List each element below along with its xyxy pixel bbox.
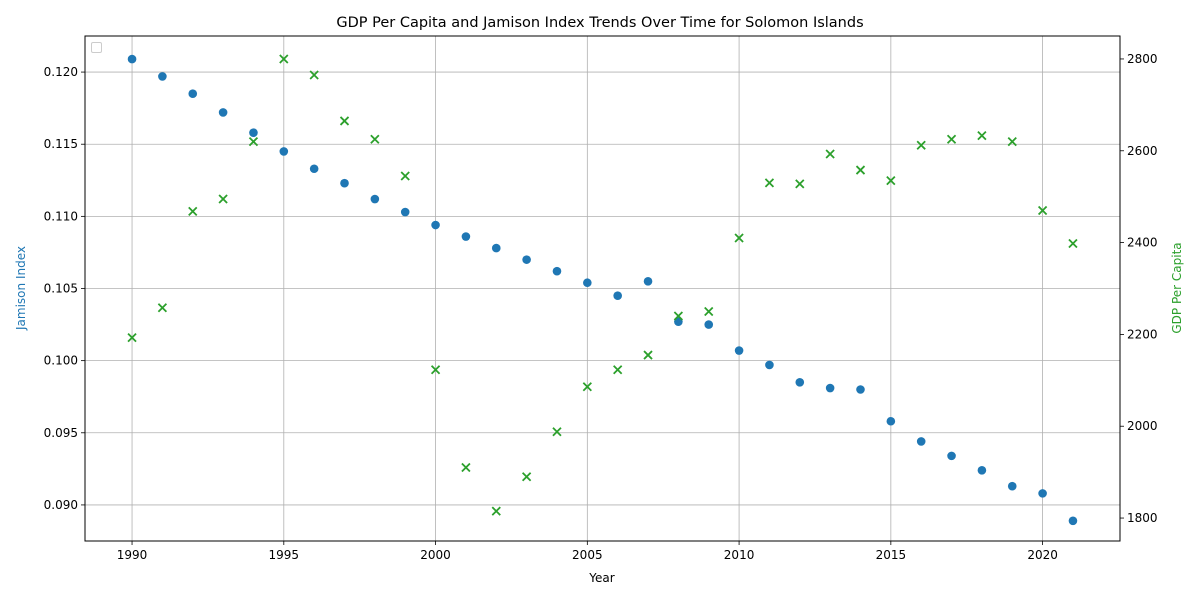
x-tick-label: 2000 [420, 548, 451, 562]
data-points [127, 54, 1078, 526]
chart-title: GDP Per Capita and Jamison Index Trends … [336, 15, 863, 31]
x-tick-label: 2005 [572, 548, 603, 562]
jamison-point [947, 451, 956, 461]
jamison-point [218, 108, 228, 117]
jamison-point [674, 317, 683, 326]
y-left-tick-label: 0.095 [44, 426, 78, 440]
gdp-point [855, 165, 866, 175]
x-tick-label: 1995 [269, 548, 300, 562]
jamison-point [127, 54, 137, 64]
y-right-tick-label: 2400 [1127, 236, 1158, 250]
y-left-tick-label: 0.105 [44, 282, 78, 296]
jamison-point [158, 72, 167, 81]
gdp-point [248, 136, 259, 147]
y-left-tick-label: 0.110 [44, 209, 78, 223]
gdp-point [430, 365, 441, 375]
jamison-point [431, 220, 440, 230]
gdp-point [157, 303, 168, 313]
gdp-point [582, 382, 592, 392]
jamison-point [340, 178, 349, 188]
gdp-point [339, 116, 350, 126]
jamison-point [1007, 481, 1017, 491]
y-left-tick-label: 0.090 [44, 498, 78, 512]
gdp-point [673, 311, 684, 321]
gdp-point [734, 233, 744, 243]
jamison-point [977, 466, 987, 475]
jamison-point [795, 377, 805, 387]
gdp-point [886, 175, 896, 186]
jamison-point [279, 147, 289, 156]
y-left-tick-label: 0.120 [44, 65, 78, 79]
gdp-point [552, 427, 562, 437]
jamison-point [400, 207, 410, 217]
y-axis-right-title: GDP Per Capita [1170, 242, 1184, 333]
gdp-point [1068, 238, 1078, 249]
gdp-point [916, 140, 926, 150]
jamison-point [886, 416, 896, 426]
gdp-point [764, 178, 775, 188]
y-axis-right: 1800 2000 2200 2400 2600 2800 [1120, 52, 1158, 525]
x-tick-label: 1990 [117, 548, 148, 562]
gdp-point [370, 134, 380, 144]
x-axis: 1990 1995 2000 2005 2010 2015 2020 [117, 541, 1058, 562]
gdp-point [491, 506, 501, 516]
grid-lines [85, 36, 1120, 541]
gdp-point [1007, 136, 1017, 147]
jamison-point [522, 255, 531, 264]
jamison-point [309, 164, 319, 174]
gdp-point [218, 194, 228, 204]
legend-box [91, 42, 102, 53]
jamison-point [613, 291, 622, 301]
y-axis-left: 0.090 0.095 0.100 0.105 0.110 0.115 0.120 [44, 65, 85, 512]
jamison-point [1038, 489, 1047, 498]
jamison-point [461, 232, 471, 241]
y-left-tick-label: 0.100 [44, 354, 78, 368]
gdp-point [188, 206, 198, 217]
x-axis-title: Year [588, 571, 614, 585]
y-left-tick-label: 0.115 [44, 137, 78, 151]
jamison-point [188, 89, 198, 99]
jamison-point [643, 276, 653, 286]
gdp-point [825, 149, 835, 159]
x-tick-label: 2015 [876, 548, 907, 562]
y-right-tick-label: 2800 [1127, 52, 1158, 66]
y-right-tick-label: 2600 [1127, 144, 1158, 158]
gdp-point [521, 472, 532, 482]
jamison-point [491, 243, 501, 253]
gdp-point [279, 54, 289, 64]
gdp-point [704, 306, 714, 317]
y-axis-left-title: Jamison Index [14, 246, 28, 331]
jamison-point [583, 278, 592, 288]
jamison-point [1068, 516, 1078, 526]
gdp-point [1037, 205, 1048, 216]
gdp-point [946, 134, 957, 144]
y-right-tick-label: 2200 [1127, 327, 1158, 341]
gdp-point [977, 130, 987, 141]
jamison-point [249, 128, 258, 137]
gdp-point [613, 365, 623, 375]
jamison-point [552, 266, 562, 276]
x-tick-label: 2010 [724, 548, 755, 562]
gdp-point [461, 462, 471, 473]
x-tick-label: 2020 [1027, 548, 1058, 562]
gdp-point [795, 179, 805, 189]
y-right-tick-label: 1800 [1127, 511, 1158, 525]
y-right-tick-label: 2000 [1127, 419, 1158, 433]
jamison-point [370, 194, 380, 204]
gdp-point [643, 350, 653, 360]
gdp-point [309, 70, 319, 80]
gdp-point [400, 171, 410, 181]
jamison-point [765, 360, 774, 370]
jamison-point [734, 346, 744, 355]
gdp-point [127, 332, 137, 343]
jamison-point [825, 383, 835, 393]
jamison-point [856, 385, 865, 394]
jamison-point [916, 437, 926, 446]
jamison-point [704, 320, 714, 329]
